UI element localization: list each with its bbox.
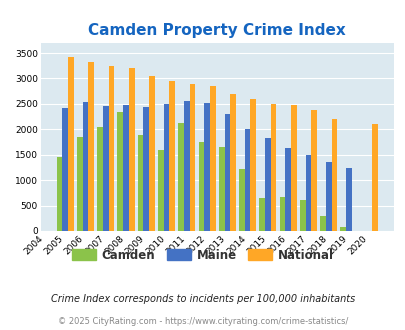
Bar xyxy=(264,139,270,231)
Title: Camden Property Crime Index: Camden Property Crime Index xyxy=(88,22,345,38)
Bar xyxy=(183,101,189,231)
Bar xyxy=(77,137,82,231)
Bar xyxy=(259,198,264,231)
Bar xyxy=(62,108,68,231)
Bar xyxy=(299,200,305,231)
Bar xyxy=(198,142,204,231)
Bar xyxy=(57,157,62,231)
Bar xyxy=(137,135,143,231)
Text: Crime Index corresponds to incidents per 100,000 inhabitants: Crime Index corresponds to incidents per… xyxy=(51,294,354,304)
Bar xyxy=(244,129,250,231)
Bar xyxy=(345,168,351,231)
Bar xyxy=(163,104,169,231)
Bar xyxy=(169,81,175,231)
Bar xyxy=(128,68,134,231)
Bar xyxy=(331,119,337,231)
Bar xyxy=(239,169,244,231)
Bar xyxy=(320,216,325,231)
Bar xyxy=(230,94,235,231)
Bar xyxy=(218,147,224,231)
Legend: Camden, Maine, National: Camden, Maine, National xyxy=(67,244,338,266)
Bar xyxy=(117,112,123,231)
Bar xyxy=(88,62,94,231)
Bar xyxy=(270,104,276,231)
Bar xyxy=(250,99,256,231)
Bar xyxy=(108,66,114,231)
Bar xyxy=(149,77,154,231)
Bar xyxy=(325,162,331,231)
Bar xyxy=(97,127,102,231)
Bar xyxy=(204,103,209,231)
Bar xyxy=(143,108,149,231)
Bar xyxy=(178,123,183,231)
Bar xyxy=(209,85,215,231)
Bar xyxy=(189,83,195,231)
Bar xyxy=(311,110,316,231)
Bar xyxy=(371,124,377,231)
Bar xyxy=(279,197,285,231)
Text: © 2025 CityRating.com - https://www.cityrating.com/crime-statistics/: © 2025 CityRating.com - https://www.city… xyxy=(58,317,347,326)
Bar xyxy=(123,105,128,231)
Bar xyxy=(224,114,230,231)
Bar xyxy=(68,57,73,231)
Bar xyxy=(305,155,311,231)
Bar xyxy=(82,102,88,231)
Bar xyxy=(290,105,296,231)
Bar xyxy=(340,227,345,231)
Bar xyxy=(158,150,163,231)
Bar xyxy=(285,148,290,231)
Bar xyxy=(102,107,108,231)
